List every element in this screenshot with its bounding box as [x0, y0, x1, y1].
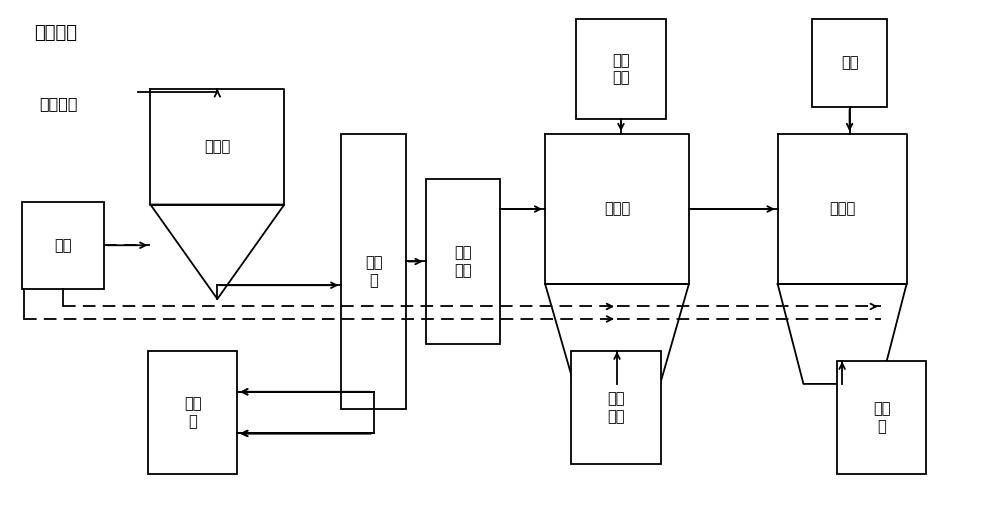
Text: 粗蒸釜: 粗蒸釜 — [204, 139, 230, 154]
Text: 除杂釜: 除杂釜 — [604, 202, 630, 216]
Text: 半成
品槽: 半成 品槽 — [607, 392, 625, 424]
Bar — [576, 19, 666, 119]
Bar — [426, 179, 500, 344]
Bar — [148, 352, 237, 474]
Text: 精馏
塔: 精馏 塔 — [365, 256, 382, 288]
Text: 三氧
化硫: 三氧 化硫 — [612, 53, 630, 85]
Text: 蒸汽: 蒸汽 — [54, 238, 72, 253]
Text: 二氯甲烷: 二氯甲烷 — [39, 97, 77, 112]
Polygon shape — [778, 134, 907, 284]
Text: 半成
品槽: 半成 品槽 — [454, 245, 472, 278]
Bar — [837, 361, 926, 474]
Polygon shape — [778, 284, 907, 384]
Polygon shape — [150, 205, 284, 299]
Bar — [22, 202, 104, 289]
Text: 残液
槽: 残液 槽 — [184, 396, 201, 429]
Bar — [571, 352, 661, 464]
Polygon shape — [150, 89, 284, 205]
Text: 中和釜: 中和釜 — [829, 202, 855, 216]
Text: 成品
槽: 成品 槽 — [873, 401, 891, 434]
Bar — [341, 134, 406, 409]
Polygon shape — [545, 134, 689, 284]
Text: 原工艺：: 原工艺： — [34, 24, 77, 42]
Bar — [812, 19, 887, 107]
Polygon shape — [545, 284, 689, 384]
Text: 氨槽: 氨槽 — [841, 55, 858, 71]
